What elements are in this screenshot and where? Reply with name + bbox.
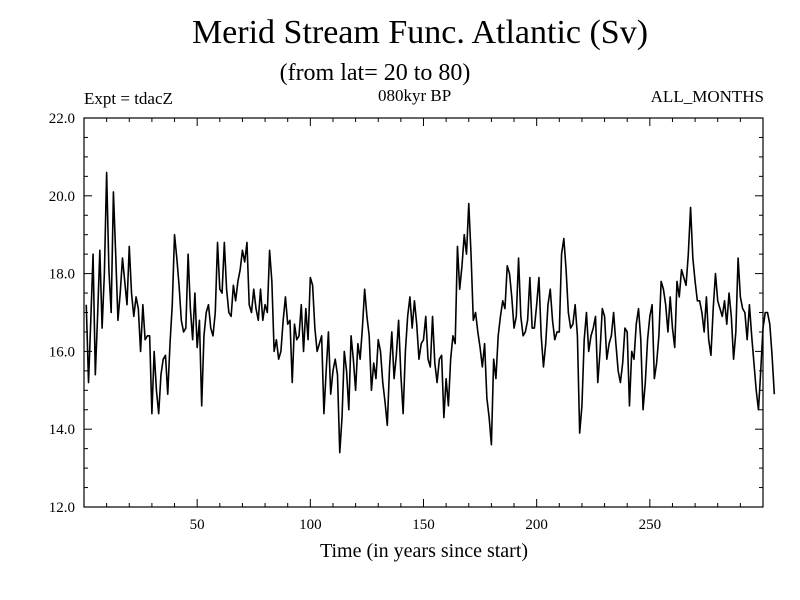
y-tick-label: 12.0 [49, 500, 75, 516]
x-tick-label: 150 [412, 517, 435, 533]
x-tick-label: 200 [525, 517, 548, 533]
experiment-label: Expt = tdacZ [84, 89, 173, 108]
axis-tick-labels: 12.0 14.0 16.0 18.0 20.0 22.0 50 100 150 200 250 [49, 111, 661, 533]
x-tick-label: 50 [190, 517, 205, 533]
y-tick-label: 16.0 [49, 344, 75, 360]
x-tick-label: 250 [639, 517, 662, 533]
y-tick-label: 22.0 [49, 111, 75, 127]
x-axis-label: Time (in years since start) [319, 540, 529, 562]
y-tick-label: 14.0 [49, 422, 75, 438]
x-tick-label: 100 [299, 517, 322, 533]
y-tick-label: 20.0 [49, 189, 75, 205]
period-label: 080kyr BP [378, 86, 452, 105]
chart-title: Merid Stream Func. Atlantic (Sv) [191, 14, 649, 51]
series-line [85, 171, 776, 454]
y-tick-label: 18.0 [49, 267, 75, 283]
chart-subtitle: (from lat= 20 to 80) [279, 60, 471, 86]
plot-frame [83, 117, 764, 508]
months-label: ALL_MONTHS [650, 87, 764, 106]
